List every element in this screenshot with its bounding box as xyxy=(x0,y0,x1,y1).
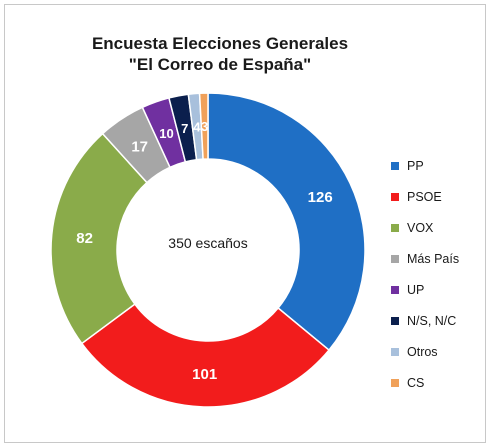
data-label-n-s-n-c: 7 xyxy=(181,121,188,136)
donut-slice-pp xyxy=(207,92,366,352)
legend-label: PP xyxy=(407,158,424,173)
chart-legend: PP PSOE VOX Más País UP N/S, N/C Otros CS xyxy=(391,150,486,398)
data-label-otros: 4 xyxy=(193,119,201,134)
chart-subtitle: "El Correo de España" xyxy=(128,55,312,74)
legend-item-psoe: PSOE xyxy=(391,181,486,212)
legend-label: PSOE xyxy=(407,189,442,204)
legend-swatch xyxy=(391,223,399,232)
legend-label: VOX xyxy=(407,220,434,235)
legend-label: Más País xyxy=(407,251,460,266)
legend-swatch xyxy=(391,192,399,201)
legend-swatch xyxy=(391,378,399,387)
legend-item-pp: PP xyxy=(391,150,486,181)
center-label: 350 escaños xyxy=(168,235,247,251)
legend-label: CS xyxy=(407,375,425,390)
legend-item-m-s-pa-s: Más País xyxy=(391,243,486,274)
data-label-up: 10 xyxy=(159,126,173,141)
data-label-m-s-pa-s: 17 xyxy=(131,139,148,156)
legend-label: N/S, N/C xyxy=(407,313,457,328)
chart-title: Encuesta Elecciones Generales xyxy=(91,34,349,53)
donut-slice-cs xyxy=(198,92,209,160)
data-label-pp: 126 xyxy=(308,189,333,206)
data-label-psoe: 101 xyxy=(192,366,217,383)
legend-item-up: UP xyxy=(391,274,486,305)
legend-item-vox: VOX xyxy=(391,212,486,243)
legend-item-cs: CS xyxy=(391,367,486,398)
data-label-cs: 3 xyxy=(201,119,208,134)
legend-item-otros: Otros xyxy=(391,336,486,367)
data-label-vox: 82 xyxy=(76,230,93,247)
legend-swatch xyxy=(391,285,399,294)
legend-swatch xyxy=(391,254,399,263)
legend-swatch xyxy=(391,347,399,356)
legend-item-n-s-n-c: N/S, N/C xyxy=(391,305,486,336)
legend-swatch xyxy=(391,161,399,170)
legend-swatch xyxy=(391,316,399,325)
legend-label: UP xyxy=(407,282,425,297)
donut-slice-psoe xyxy=(80,303,331,408)
legend-label: Otros xyxy=(407,344,438,359)
donut-slice-vox xyxy=(50,132,148,345)
